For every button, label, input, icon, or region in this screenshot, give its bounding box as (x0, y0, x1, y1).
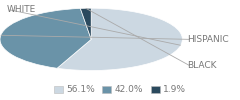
Legend: 56.1%, 42.0%, 1.9%: 56.1%, 42.0%, 1.9% (50, 82, 190, 98)
Text: HISPANIC: HISPANIC (187, 35, 229, 44)
Wedge shape (57, 8, 182, 70)
Wedge shape (0, 8, 91, 68)
Wedge shape (80, 8, 91, 39)
Text: BLACK: BLACK (187, 61, 217, 70)
Text: WHITE: WHITE (7, 5, 36, 14)
